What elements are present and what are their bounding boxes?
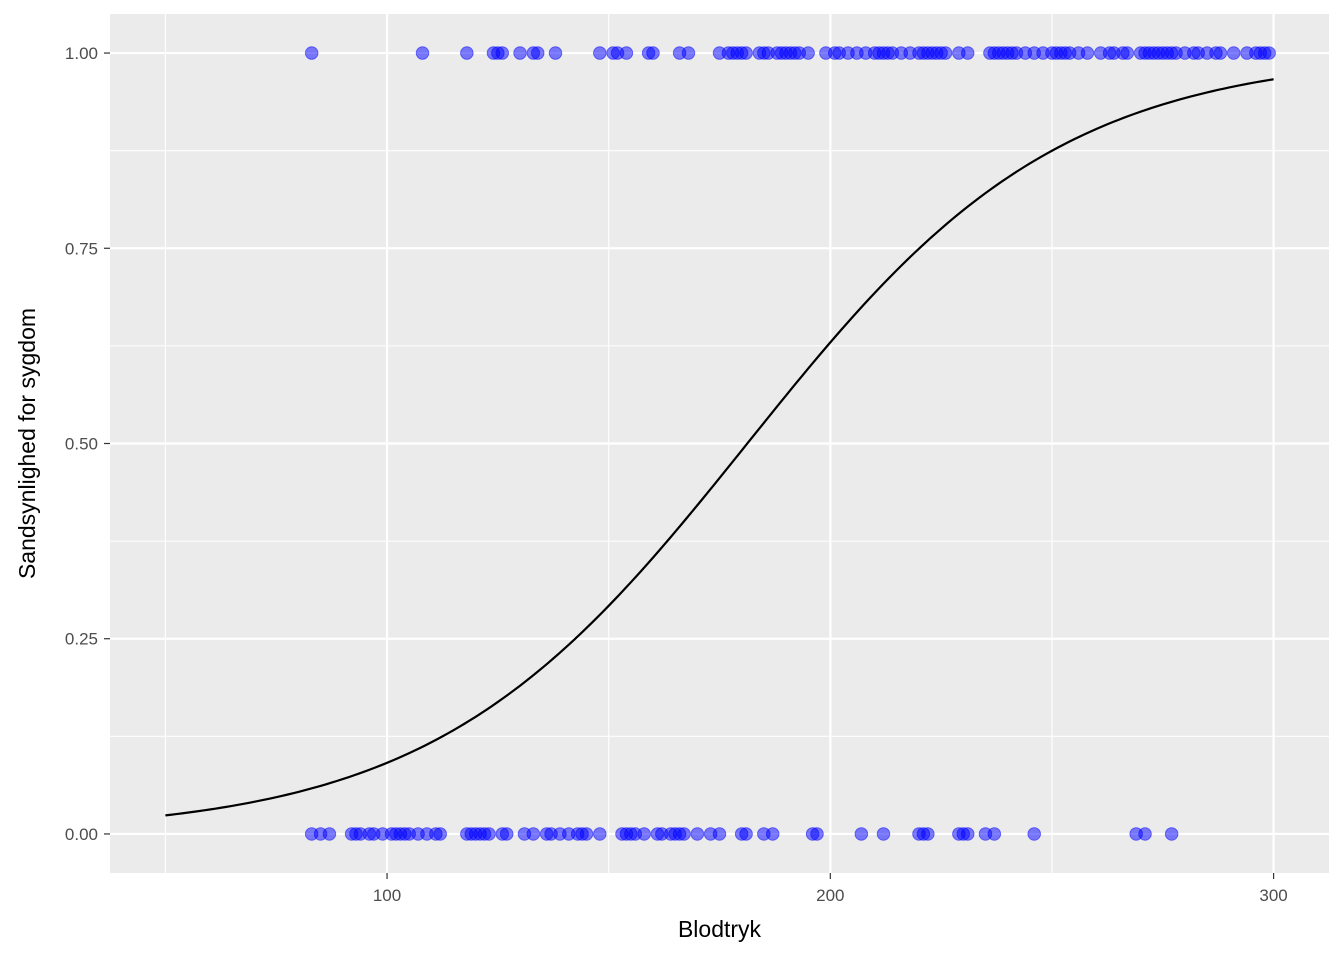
data-point (304, 46, 319, 60)
data-point (677, 827, 691, 841)
y-axis-title: Sandsynlighed for sygdom (14, 308, 40, 579)
x-tick-label: 100 (373, 886, 401, 905)
x-axis-title: Blodtryk (678, 916, 762, 942)
data-point (1138, 827, 1152, 841)
data-point (1213, 46, 1228, 60)
data-point (531, 46, 545, 60)
data-point (646, 46, 660, 60)
data-point (690, 827, 705, 841)
data-point (938, 46, 953, 60)
data-point (1164, 827, 1179, 841)
data-point (499, 827, 514, 841)
y-tick-label: 0.25 (65, 630, 98, 649)
data-point (681, 46, 696, 60)
data-point (987, 827, 1002, 841)
data-point (921, 827, 935, 841)
data-point (739, 827, 753, 841)
data-point (579, 827, 594, 841)
data-point (593, 827, 607, 841)
data-point (548, 46, 563, 60)
data-point (854, 827, 869, 841)
x-axis: 100 200 300 (373, 873, 1288, 905)
data-point (526, 827, 541, 841)
data-point (593, 46, 607, 60)
data-point (495, 46, 510, 60)
y-axis: 0.00 0.25 0.50 0.75 1.00 (65, 44, 110, 844)
data-point (637, 827, 651, 841)
data-point (513, 46, 527, 60)
data-point (1120, 46, 1135, 60)
y-tick-label: 0.00 (65, 825, 98, 844)
data-point (960, 827, 975, 841)
data-point (810, 827, 824, 841)
data-point (960, 46, 975, 60)
data-point (801, 46, 815, 60)
data-point (619, 46, 634, 60)
data-point (415, 46, 430, 60)
data-point (765, 827, 780, 841)
data-point (482, 827, 496, 841)
data-point (1262, 46, 1276, 60)
data-point (433, 827, 447, 841)
y-tick-label: 0.75 (65, 239, 98, 258)
data-point (322, 827, 337, 841)
data-point (876, 827, 891, 841)
logistic-fit-curve (165, 78, 1274, 817)
data-points (304, 46, 1276, 841)
y-tick-label: 1.00 (65, 44, 98, 63)
data-point (739, 46, 753, 60)
y-tick-label: 0.50 (65, 435, 98, 454)
data-point (712, 827, 727, 841)
x-tick-label: 200 (816, 886, 844, 905)
data-point (1080, 46, 1095, 60)
data-point (1027, 827, 1041, 841)
data-point (1226, 46, 1241, 60)
data-point (460, 46, 474, 60)
x-tick-label: 300 (1259, 886, 1287, 905)
